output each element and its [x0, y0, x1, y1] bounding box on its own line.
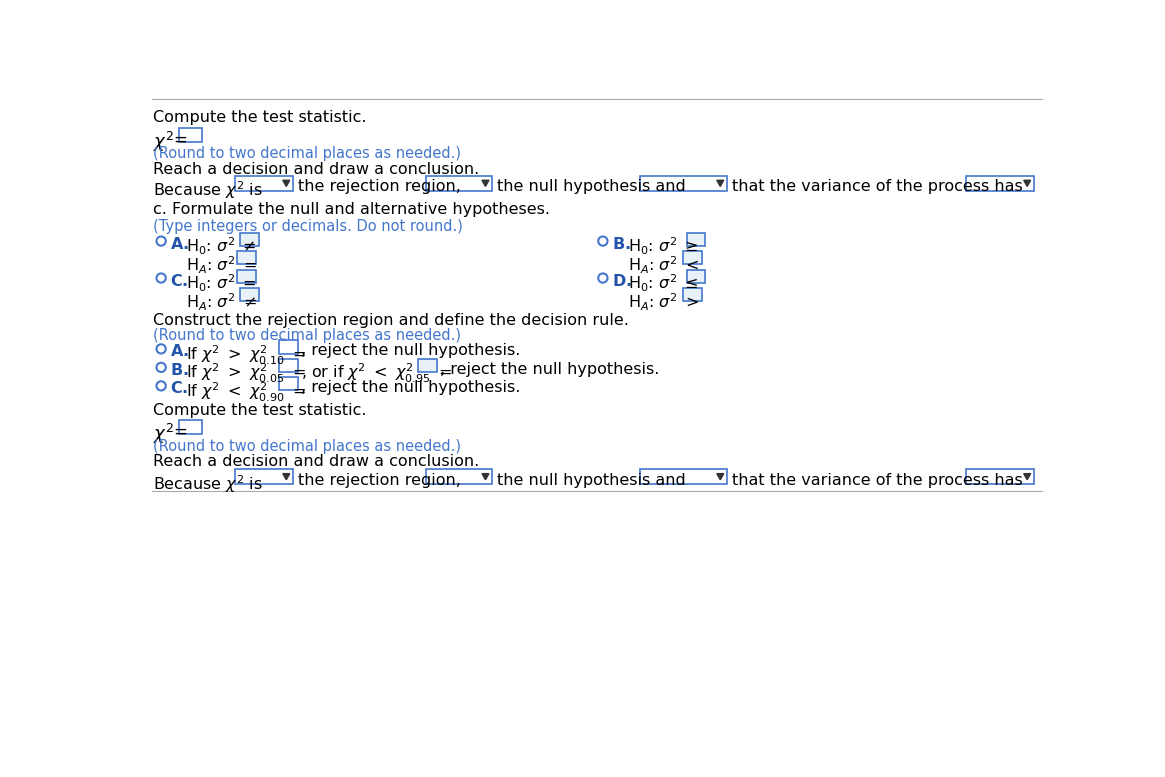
Text: $\mathbf{B.}$: $\mathbf{B.}$ — [170, 362, 189, 378]
Text: $\mathbf{C.}$: $\mathbf{C.}$ — [170, 273, 189, 288]
Text: the rejection region,: the rejection region, — [297, 179, 460, 194]
Text: H$_A$: $\sigma^2$ $>$: H$_A$: $\sigma^2$ $>$ — [628, 291, 699, 312]
Polygon shape — [1024, 474, 1031, 479]
Text: Construct the rejection region and define the decision rule.: Construct the rejection region and defin… — [154, 312, 629, 328]
FancyBboxPatch shape — [966, 469, 1033, 484]
Text: (Round to two decimal places as needed.): (Round to two decimal places as needed.) — [154, 328, 461, 343]
FancyBboxPatch shape — [235, 176, 292, 191]
Text: If $\chi^2$ $<$ $\chi^2_{0.90}$ $=$: If $\chi^2$ $<$ $\chi^2_{0.90}$ $=$ — [186, 381, 305, 403]
FancyBboxPatch shape — [240, 232, 259, 246]
Text: that the variance of the process has: that the variance of the process has — [732, 473, 1022, 488]
Text: H$_A$: $\sigma^2$ $<$: H$_A$: $\sigma^2$ $<$ — [628, 254, 699, 276]
Text: $\mathbf{A.}$: $\mathbf{A.}$ — [170, 343, 189, 360]
Text: H$_0$: $\sigma^2$ $\neq$: H$_0$: $\sigma^2$ $\neq$ — [186, 235, 256, 257]
FancyBboxPatch shape — [236, 251, 255, 264]
Text: $\chi^2$: $\chi^2$ — [154, 130, 175, 154]
Text: If $\chi^2$ $>$ $\chi^2_{0.10}$ $=$: If $\chi^2$ $>$ $\chi^2_{0.10}$ $=$ — [186, 343, 305, 367]
Text: the null hypothesis and: the null hypothesis and — [496, 473, 685, 488]
Text: $=$: $=$ — [170, 422, 188, 440]
Text: Compute the test statistic.: Compute the test statistic. — [154, 402, 367, 418]
Text: H$_A$: $\sigma^2$ $=$: H$_A$: $\sigma^2$ $=$ — [186, 254, 257, 276]
Text: that the variance of the process has: that the variance of the process has — [732, 179, 1022, 194]
FancyBboxPatch shape — [278, 340, 297, 354]
Text: H$_0$: $\sigma^2$ $=$: H$_0$: $\sigma^2$ $=$ — [186, 273, 256, 294]
Text: (Type integers or decimals. Do not round.): (Type integers or decimals. Do not round… — [154, 219, 464, 234]
FancyBboxPatch shape — [278, 359, 297, 372]
Text: c. Formulate the null and alternative hypotheses.: c. Formulate the null and alternative hy… — [154, 202, 550, 217]
Text: H$_0$: $\sigma^2$ $\geq$: H$_0$: $\sigma^2$ $\geq$ — [628, 235, 698, 257]
Text: H$_A$: $\sigma^2$ $\neq$: H$_A$: $\sigma^2$ $\neq$ — [186, 291, 257, 312]
Text: $\chi^2$: $\chi^2$ — [154, 422, 175, 446]
FancyBboxPatch shape — [236, 270, 255, 283]
Text: the rejection region,: the rejection region, — [297, 473, 460, 488]
FancyBboxPatch shape — [418, 359, 437, 372]
Text: $\mathbf{C.}$: $\mathbf{C.}$ — [170, 381, 189, 396]
Text: Reach a decision and draw a conclusion.: Reach a decision and draw a conclusion. — [154, 455, 480, 469]
FancyBboxPatch shape — [684, 251, 702, 264]
Text: $\mathbf{A.}$: $\mathbf{A.}$ — [170, 235, 189, 252]
FancyBboxPatch shape — [640, 176, 727, 191]
Text: (Round to two decimal places as needed.): (Round to two decimal places as needed.) — [154, 146, 461, 162]
Polygon shape — [283, 180, 290, 186]
Text: Compute the test statistic.: Compute the test statistic. — [154, 110, 367, 125]
Polygon shape — [482, 180, 489, 186]
FancyBboxPatch shape — [684, 288, 702, 301]
FancyBboxPatch shape — [235, 469, 292, 484]
FancyBboxPatch shape — [966, 176, 1033, 191]
Polygon shape — [716, 474, 723, 479]
Text: $=$: $=$ — [170, 130, 188, 148]
Text: the null hypothesis and: the null hypothesis and — [496, 179, 685, 194]
FancyBboxPatch shape — [179, 420, 203, 434]
Text: $\mathbf{D.}$: $\mathbf{D.}$ — [612, 273, 631, 288]
FancyBboxPatch shape — [179, 128, 203, 141]
Polygon shape — [482, 474, 489, 479]
FancyBboxPatch shape — [278, 378, 297, 391]
Polygon shape — [716, 180, 723, 186]
Text: , reject the null hypothesis.: , reject the null hypothesis. — [440, 362, 659, 377]
Polygon shape — [1024, 180, 1031, 186]
FancyBboxPatch shape — [686, 232, 705, 246]
Text: , reject the null hypothesis.: , reject the null hypothesis. — [301, 381, 520, 395]
FancyBboxPatch shape — [686, 270, 705, 283]
Text: , or if $\chi^2$ $<$ $\chi^2_{0.95}$ $=$: , or if $\chi^2$ $<$ $\chi^2_{0.95}$ $=$ — [301, 362, 452, 385]
Text: If $\chi^2$ $>$ $\chi^2_{0.05}$ $=$: If $\chi^2$ $>$ $\chi^2_{0.05}$ $=$ — [186, 362, 305, 385]
Text: Because $\chi^2$ is: Because $\chi^2$ is — [154, 473, 263, 494]
Text: Because $\chi^2$ is: Because $\chi^2$ is — [154, 179, 263, 201]
FancyBboxPatch shape — [640, 469, 727, 484]
FancyBboxPatch shape — [426, 469, 492, 484]
FancyBboxPatch shape — [240, 288, 259, 301]
FancyBboxPatch shape — [426, 176, 492, 191]
Polygon shape — [283, 474, 290, 479]
Text: (Round to two decimal places as needed.): (Round to two decimal places as needed.) — [154, 439, 461, 454]
Text: $\mathbf{B.}$: $\mathbf{B.}$ — [612, 235, 631, 252]
Text: , reject the null hypothesis.: , reject the null hypothesis. — [301, 343, 520, 358]
Text: Reach a decision and draw a conclusion.: Reach a decision and draw a conclusion. — [154, 162, 480, 177]
Text: H$_0$: $\sigma^2$ $\leq$: H$_0$: $\sigma^2$ $\leq$ — [628, 273, 698, 294]
